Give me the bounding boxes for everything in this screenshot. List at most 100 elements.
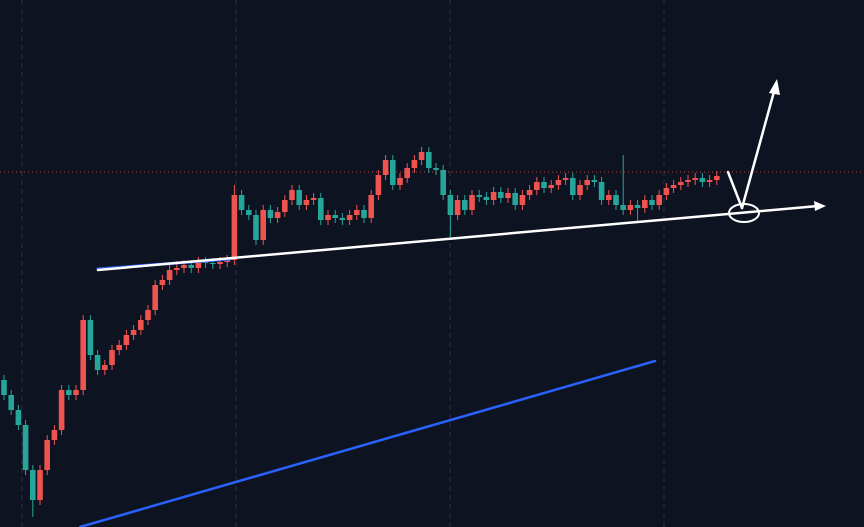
candle-body <box>339 218 346 220</box>
candle-body <box>102 365 108 370</box>
candle-body <box>37 470 43 500</box>
candle-body <box>22 425 29 470</box>
candle-body <box>678 182 684 185</box>
candle-body <box>498 192 504 198</box>
candle-body <box>224 260 230 262</box>
candle-body <box>130 330 137 335</box>
candle-body <box>526 190 533 195</box>
candle-body <box>404 168 410 178</box>
candles <box>1 147 720 517</box>
candle-body <box>361 210 367 218</box>
candle-body <box>267 210 274 218</box>
candle-body <box>210 263 216 264</box>
candle-body <box>87 320 94 355</box>
candle-body <box>548 185 554 188</box>
candle-body <box>30 470 36 500</box>
candle-body <box>613 195 619 205</box>
lower-trend-line <box>78 359 657 527</box>
candle-body <box>426 152 432 168</box>
candle-body <box>620 205 626 210</box>
candle-body <box>483 197 490 200</box>
support-line <box>96 204 820 272</box>
candle-body <box>51 430 58 440</box>
candle-body <box>231 195 238 260</box>
candle-body <box>685 180 691 182</box>
candle-body <box>116 345 122 350</box>
up-arrow-line <box>740 86 777 210</box>
candle-body <box>570 178 576 195</box>
candle-body <box>562 178 569 180</box>
candle-body <box>418 152 425 160</box>
candle-body <box>80 320 86 390</box>
candle-body <box>375 175 382 195</box>
candle-body <box>94 355 101 370</box>
candle-body <box>476 195 482 197</box>
candle-body <box>534 182 540 190</box>
candle-body <box>1 380 7 395</box>
candle-body <box>123 335 130 345</box>
candle-body <box>195 262 202 268</box>
candle-body <box>699 178 706 182</box>
candle-body <box>253 215 259 240</box>
candle-body <box>440 170 446 195</box>
candle-body <box>296 190 302 205</box>
candle-body <box>274 212 281 218</box>
candle-body <box>238 195 245 210</box>
candle-body <box>174 268 180 270</box>
arrow-head <box>814 201 826 211</box>
candle-body <box>282 200 288 212</box>
candle-body <box>670 185 677 188</box>
candle-body <box>555 180 562 185</box>
candle-body <box>584 180 590 185</box>
candle-body <box>692 178 698 180</box>
candle-body <box>188 265 194 268</box>
drawings <box>78 79 826 527</box>
candle-body <box>217 262 223 264</box>
candle-body <box>44 440 50 470</box>
candle-body <box>310 198 317 200</box>
candle-body <box>318 198 324 220</box>
candle-body <box>541 182 547 188</box>
candle-body <box>462 200 468 210</box>
candle-body <box>591 180 598 182</box>
candle-body <box>73 390 79 395</box>
arrow-head <box>769 79 780 95</box>
candle-body <box>433 168 439 170</box>
candle-body <box>627 205 634 210</box>
candle-body <box>325 215 331 220</box>
candle-body <box>66 390 72 395</box>
candle-body <box>411 160 418 168</box>
candle-body <box>332 215 338 218</box>
candle-body <box>706 180 713 182</box>
candle-body <box>145 310 151 320</box>
candle-body <box>152 285 158 310</box>
candle-body <box>58 390 65 430</box>
highlight-circle <box>728 203 760 223</box>
candle-body <box>303 200 310 205</box>
candle-body <box>447 195 454 215</box>
candle-body <box>656 195 662 205</box>
candle-body <box>166 270 173 280</box>
candle-body <box>202 262 209 263</box>
candle-body <box>397 178 403 185</box>
candle-body <box>490 192 497 200</box>
candle-body <box>246 210 252 215</box>
candle-body <box>181 265 187 268</box>
candle-body <box>260 210 266 240</box>
candle-body <box>289 190 295 200</box>
candle-body <box>577 185 583 195</box>
candle-body <box>159 280 166 285</box>
candle-body <box>512 193 518 205</box>
candle-body <box>368 195 374 218</box>
candle-body <box>354 210 360 215</box>
down-arrow-line <box>726 170 744 210</box>
candle-body <box>8 395 14 410</box>
candle-body <box>382 160 389 175</box>
candle-body <box>346 215 353 220</box>
candle-body <box>634 205 641 208</box>
candle-body <box>15 410 22 425</box>
candle-body <box>454 200 461 215</box>
candle-body <box>505 193 511 198</box>
